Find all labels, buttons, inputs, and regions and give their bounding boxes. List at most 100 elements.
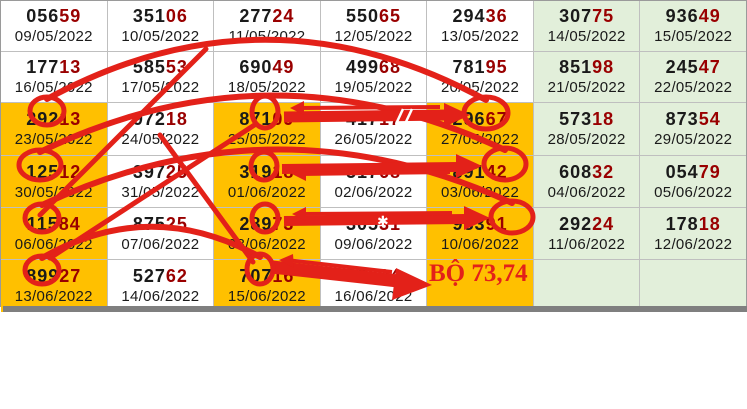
draw-date: 14/05/2022 — [547, 28, 626, 45]
result-cell: 89142 03/06/2022 — [427, 156, 533, 207]
prize-number: 30531 — [346, 213, 401, 235]
prize-number-last-two-digits: 73 — [272, 213, 295, 234]
prize-number-main-digits: 851 — [559, 57, 593, 77]
result-cell — [533, 260, 640, 312]
draw-date: 16/05/2022 — [14, 79, 93, 96]
draw-date: 12/06/2022 — [654, 235, 733, 253]
prize-number-last-two-digits: 25 — [165, 161, 188, 182]
prize-number-main-digits: 351 — [132, 6, 166, 26]
prize-number: 05479 — [666, 161, 721, 183]
result-cell: 11584 06/06/2022 — [1, 208, 107, 259]
prize-number-last-two-digits: 98 — [592, 57, 615, 77]
prize-number: 30775 — [559, 5, 614, 27]
prize-number-main-digits: 294 — [452, 6, 486, 26]
result-cell: 30775 14/05/2022 — [533, 1, 640, 51]
prize-number: 87525 — [133, 213, 188, 235]
prize-number: 29224 — [559, 213, 614, 235]
prize-number-main-digits: 296 — [452, 109, 486, 129]
prize-number-last-two-digits: 18 — [592, 109, 615, 129]
draw-date: 15/05/2022 — [654, 28, 733, 45]
prize-number-last-two-digits: 16 — [272, 266, 295, 286]
result-cell: 57318 28/05/2022 — [533, 103, 640, 155]
prize-number-main-digits: 527 — [132, 266, 166, 286]
draw-date: 16/06/2022 — [334, 288, 413, 305]
draw-date: 18/05/2022 — [227, 79, 306, 96]
result-cell: 41717 26/05/2022 — [320, 103, 427, 155]
result-cell: 29436 13/05/2022 — [427, 1, 533, 51]
draw-date: 13/06/2022 — [14, 288, 93, 305]
result-cell: 89927 13/06/2022 — [1, 260, 107, 312]
prize-number-main-digits: 319 — [239, 161, 273, 182]
draw-date: 17/05/2022 — [121, 79, 200, 96]
prize-number: 55065 — [346, 5, 401, 27]
prize-number-main-digits: 936 — [665, 6, 699, 26]
lottery-results-table: 05659 09/05/2022 35106 10/05/2022 27724 11/05… — [0, 0, 747, 312]
prize-number-last-two-digits: 13 — [59, 57, 82, 77]
prize-number: 11584 — [27, 213, 81, 235]
prize-number: 78195 — [453, 56, 508, 78]
prize-number-last-two-digits: 95 — [485, 57, 508, 77]
result-cell: 58553 17/05/2022 — [107, 52, 214, 102]
draw-date: 27/05/2022 — [441, 131, 520, 148]
prize-number-main-digits: 177 — [26, 57, 60, 77]
prize-number: 89927 — [26, 265, 81, 287]
draw-date: 12/05/2022 — [334, 28, 413, 45]
result-cell: 17818 12/06/2022 — [640, 208, 746, 259]
result-cell: 69049 18/05/2022 — [214, 52, 320, 102]
draw-date: 19/05/2022 — [334, 79, 413, 96]
prize-number-last-two-digits: 62 — [165, 266, 188, 286]
result-cell: 93649 15/05/2022 — [640, 1, 746, 51]
draw-date: 09/05/2022 — [14, 28, 93, 45]
result-cell: 87525 07/06/2022 — [107, 208, 214, 259]
prize-number-last-two-digits: 67 — [485, 109, 508, 129]
prize-number-main-digits: 292 — [559, 213, 593, 234]
prize-number-last-two-digits: 42 — [485, 161, 508, 182]
prize-number-last-two-digits: 53 — [165, 57, 188, 77]
prize-number: 69049 — [239, 56, 294, 78]
prize-number-main-digits: 245 — [665, 57, 699, 77]
prize-number-last-two-digits: 59 — [59, 6, 82, 26]
prize-number: 60832 — [559, 161, 614, 183]
draw-date: 20/05/2022 — [441, 79, 520, 96]
prize-number: 87354 — [666, 108, 721, 130]
draw-date: 22/05/2022 — [654, 79, 733, 96]
prize-number: 35106 — [133, 5, 188, 27]
result-cell: 97218 24/05/2022 — [107, 103, 214, 155]
prize-number-last-two-digits: 27 — [59, 266, 82, 286]
prize-number-last-two-digits: 06 — [165, 6, 188, 26]
prize-number: 87109 — [239, 108, 294, 130]
prize-number: 51768 — [346, 161, 401, 183]
draw-date: 02/06/2022 — [334, 183, 413, 201]
result-cell: 35106 10/05/2022 — [107, 1, 214, 51]
result-cell: 60832 04/06/2022 — [533, 156, 640, 207]
prize-number-main-digits: 905 — [345, 266, 379, 286]
result-cell: 52762 14/06/2022 — [107, 260, 214, 312]
draw-date: 07/06/2022 — [121, 235, 200, 253]
draw-date: 11/06/2022 — [548, 235, 626, 253]
result-cell: 70716 15/06/2022 — [214, 260, 320, 312]
draw-date: 09/06/2022 — [334, 235, 413, 253]
prize-number-last-two-digits: 75 — [592, 6, 615, 26]
draw-date: 10/06/2022 — [441, 235, 520, 253]
prize-number-last-two-digits: 79 — [698, 161, 721, 182]
table-bottom-border — [3, 306, 747, 312]
prize-number-main-digits: 499 — [345, 57, 379, 77]
prize-number: 17713 — [26, 56, 81, 78]
result-cell: 28973 08/06/2022 — [214, 208, 320, 259]
draw-date: 14/06/2022 — [121, 288, 200, 305]
prize-number-main-digits: 875 — [132, 213, 166, 234]
prize-number-last-two-digits: 09 — [272, 109, 295, 129]
prize-number-main-digits: 307 — [559, 6, 593, 26]
result-cell: 29213 23/05/2022 — [1, 103, 107, 155]
prize-number-main-digits: 056 — [26, 6, 60, 26]
prize-number-last-two-digits: 24 — [592, 213, 615, 234]
draw-date: 15/06/2022 — [227, 288, 306, 305]
prize-number: 52762 — [133, 265, 188, 287]
draw-date: 25/05/2022 — [227, 131, 306, 148]
prize-number-last-two-digits: 91 — [485, 213, 508, 234]
draw-date: 26/05/2022 — [334, 131, 413, 148]
result-cell: 27724 11/05/2022 — [214, 1, 320, 51]
result-cell: 24547 22/05/2022 — [640, 52, 746, 102]
prize-number-last-two-digits: 32 — [592, 161, 615, 182]
